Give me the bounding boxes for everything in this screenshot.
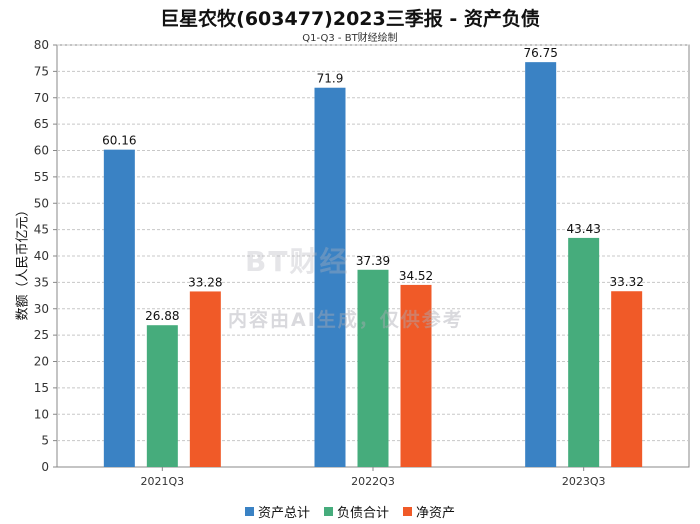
legend-label-total-assets: 资产总计	[257, 506, 310, 521]
legend-item-total-liabilities: 负债合计	[323, 502, 389, 521]
bar-value-label: 43.43	[566, 222, 600, 236]
x-tick-label: 2023Q3	[562, 475, 606, 488]
y-tick-label: 55	[34, 170, 49, 184]
bar-value-label: 34.52	[399, 269, 433, 283]
legend-swatch-total-liabilities	[323, 507, 333, 516]
legend-item-net-assets: 净资产	[403, 502, 455, 521]
legend-swatch-net-assets	[403, 507, 412, 516]
bar-value-label: 76.75	[523, 46, 557, 60]
bar-value-label: 33.32	[609, 275, 643, 289]
x-tick-label: 2022Q3	[351, 475, 395, 488]
bar	[103, 149, 135, 467]
y-tick-label: 5	[41, 434, 49, 448]
bar	[189, 291, 221, 467]
y-tick-label: 15	[34, 381, 49, 395]
y-tick-label: 25	[34, 328, 49, 342]
y-tick-label: 10	[34, 407, 49, 421]
bar	[357, 269, 389, 467]
y-tick-label: 70	[34, 91, 49, 105]
legend-label-net-assets: 净资产	[416, 506, 456, 521]
bar	[400, 284, 432, 467]
bar	[525, 62, 557, 468]
watermark-logo: BT财经	[245, 245, 350, 278]
legend-swatch-total-assets	[244, 507, 254, 516]
y-tick-label: 35	[34, 275, 49, 289]
y-tick-label: 30	[34, 302, 49, 316]
x-tick-label: 2021Q3	[141, 475, 185, 488]
chart-title: 巨星农牧(603477)2023三季报 - 资产负债	[160, 8, 540, 30]
bar-value-label: 71.9	[317, 72, 344, 86]
bar	[568, 237, 600, 467]
y-tick-label: 80	[34, 38, 49, 52]
y-tick-label: 40	[34, 249, 49, 263]
bar-value-label: 60.16	[102, 134, 136, 148]
bar	[314, 87, 346, 467]
bar-value-label: 37.39	[356, 254, 390, 268]
y-tick-label: 20	[34, 355, 49, 369]
watermark-notice: 内容由AI生成，仅供参考	[228, 309, 464, 331]
y-tick-label: 50	[34, 196, 49, 210]
y-tick-label: 0	[41, 460, 49, 474]
y-tick-label: 60	[34, 144, 49, 158]
y-tick-label: 65	[34, 117, 49, 131]
bar-value-label: 26.88	[145, 309, 179, 323]
bar	[146, 325, 178, 467]
y-tick-label: 75	[34, 64, 49, 78]
legend-item-total-assets: 资产总计	[244, 502, 310, 521]
bar-value-label: 33.28	[188, 275, 222, 289]
legend: 资产总计 负债合计 净资产	[0, 502, 700, 521]
bar	[611, 291, 643, 467]
chart-subtitle: Q1-Q3 - BT财经绘制	[302, 33, 398, 44]
legend-label-total-liabilities: 负债合计	[336, 506, 389, 521]
y-tick-label: 45	[34, 223, 49, 237]
